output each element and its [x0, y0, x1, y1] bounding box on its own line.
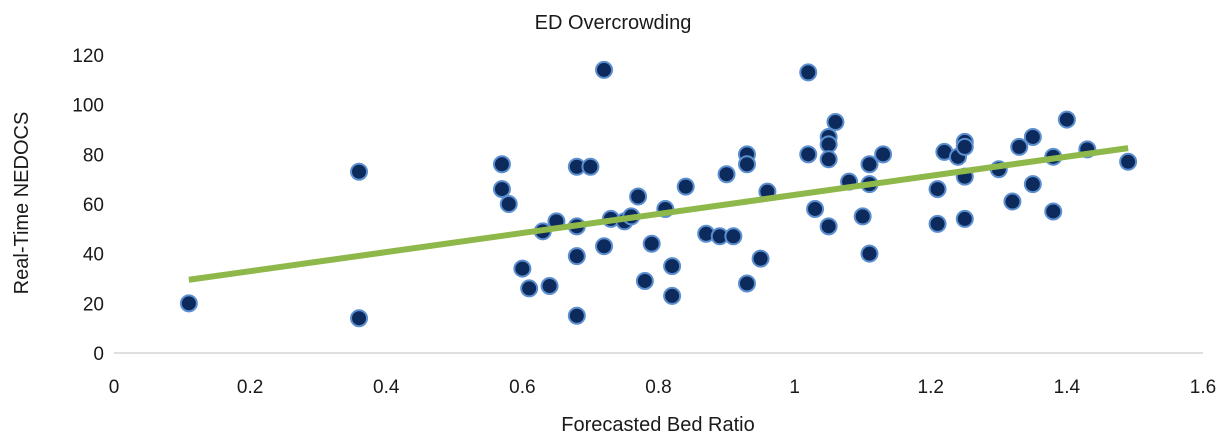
data-point: [350, 162, 369, 181]
data-point: [179, 294, 198, 313]
data-point: [819, 217, 838, 236]
data-point: [1023, 175, 1042, 194]
y-tick-label: 80: [83, 145, 104, 166]
data-point: [1044, 202, 1063, 221]
x-tick-label: 1.2: [918, 377, 944, 398]
trendline: [188, 145, 1129, 283]
x-tick-label: 1.4: [1054, 377, 1081, 398]
x-tick-label: 0.2: [237, 377, 263, 398]
data-point: [1023, 127, 1042, 146]
data-point: [520, 279, 539, 298]
data-point: [860, 155, 879, 174]
data-point: [676, 177, 695, 196]
data-point: [819, 135, 838, 154]
data-point: [955, 137, 974, 156]
data-point: [799, 145, 818, 164]
data-point: [860, 244, 879, 263]
data-point: [751, 249, 770, 268]
x-tick-label: 0: [109, 377, 120, 398]
y-tick-label: 0: [93, 344, 104, 365]
data-point: [513, 259, 532, 278]
x-tick-label: 0.6: [509, 377, 535, 398]
data-point: [806, 199, 825, 218]
data-point: [724, 227, 743, 246]
x-tick-label: 0.8: [645, 377, 671, 398]
x-tick-label: 1.6: [1190, 377, 1216, 398]
data-point: [492, 155, 511, 174]
data-point: [635, 271, 654, 290]
data-points: [179, 60, 1138, 328]
y-tick-label: 40: [83, 245, 104, 266]
data-point: [567, 306, 586, 325]
data-point: [499, 195, 518, 213]
data-point: [1057, 110, 1076, 129]
data-point: [955, 209, 974, 228]
y-tick-label: 100: [72, 96, 104, 117]
data-point: [928, 214, 947, 233]
data-point: [853, 207, 872, 226]
data-point: [1003, 192, 1022, 211]
y-axis-label: Real-Time NEDOCS: [11, 112, 33, 295]
x-tick-label: 0.4: [373, 377, 400, 398]
y-tick-label: 20: [83, 294, 104, 315]
data-point: [629, 187, 648, 206]
data-point: [595, 237, 614, 256]
data-point: [581, 157, 600, 176]
data-point: [492, 180, 511, 199]
chart-title: ED Overcrowding: [535, 12, 692, 34]
x-tick-labels: 0 0.2 0.4 0.6 0.8 1 1.2 1.4 1.6: [109, 377, 1217, 398]
data-point: [540, 276, 559, 295]
data-point: [595, 60, 614, 79]
data-point: [1010, 137, 1029, 156]
data-point: [717, 165, 736, 184]
y-tick-label: 60: [83, 195, 104, 216]
data-point: [642, 234, 661, 253]
data-point: [350, 309, 369, 328]
data-point: [874, 145, 893, 164]
data-point: [737, 274, 756, 293]
data-point: [819, 150, 838, 169]
y-tick-labels: 0 20 40 60 80 100 120: [72, 46, 104, 365]
x-tick-label: 1: [789, 377, 800, 398]
data-point: [1119, 152, 1138, 171]
data-point: [826, 113, 845, 132]
data-point: [799, 63, 818, 82]
y-tick-label: 120: [72, 46, 104, 67]
data-point: [737, 155, 756, 174]
data-point: [567, 247, 586, 266]
x-axis-label: Forecasted Bed Ratio: [561, 414, 754, 436]
data-point: [928, 180, 947, 199]
data-point: [663, 286, 682, 305]
data-point: [663, 257, 682, 276]
